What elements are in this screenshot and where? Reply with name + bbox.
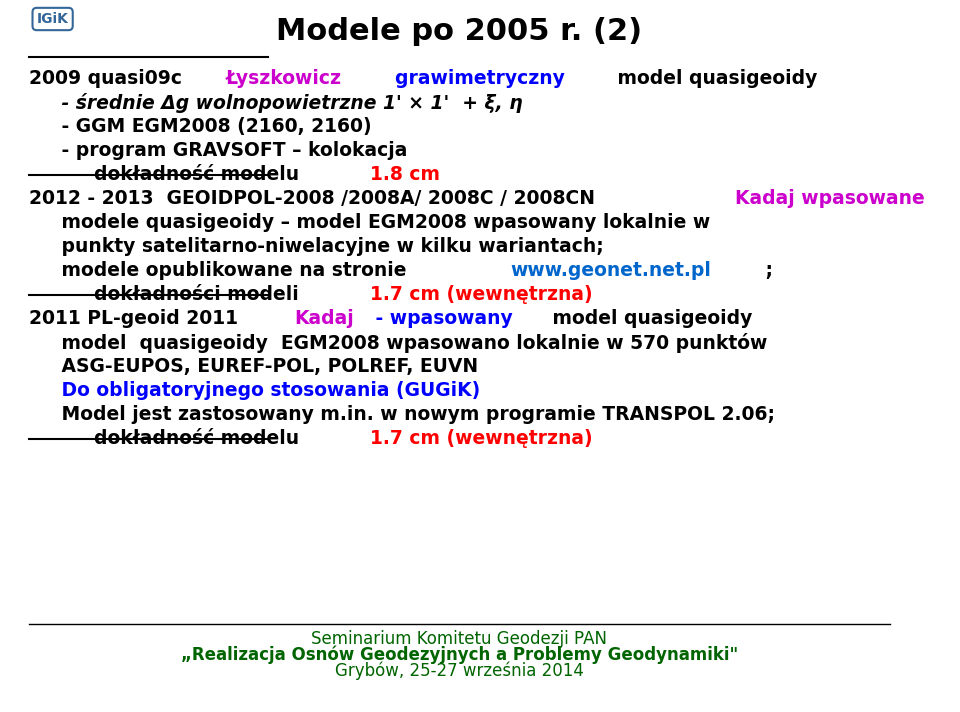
Text: Model jest zastosowany m.in. w nowym programie TRANSPOL 2.06;: Model jest zastosowany m.in. w nowym pro… [29, 405, 775, 424]
Text: ;: ; [758, 261, 773, 280]
Text: grawimetryczny: grawimetryczny [369, 69, 564, 88]
Text: Kadaj wpasowane: Kadaj wpasowane [735, 189, 925, 208]
Text: www.geonet.net.pl: www.geonet.net.pl [511, 261, 711, 280]
Text: 1.8 cm: 1.8 cm [371, 165, 441, 184]
Text: Kadaj: Kadaj [295, 309, 354, 328]
Text: dokładność modelu: dokładność modelu [29, 429, 305, 448]
Text: dokładność modelu: dokładność modelu [29, 165, 305, 184]
Text: - GGM EGM2008 (2160, 2160): - GGM EGM2008 (2160, 2160) [29, 117, 372, 136]
Text: „Realizacja Osnów Geodezyjnych a Problemy Geodynamiki": „Realizacja Osnów Geodezyjnych a Problem… [180, 646, 738, 664]
Text: dokładności modeli: dokładności modeli [29, 285, 305, 304]
Text: Łyszkowicz: Łyszkowicz [226, 69, 342, 88]
Text: - wpasowany: - wpasowany [369, 309, 513, 328]
Text: Do obligatoryjnego stosowania (GUGiK): Do obligatoryjnego stosowania (GUGiK) [29, 381, 480, 400]
Text: 2011 PL-geoid 2011: 2011 PL-geoid 2011 [29, 309, 244, 328]
Text: 2009 quasi09c: 2009 quasi09c [29, 69, 188, 88]
Text: Modele po 2005 r. (2): Modele po 2005 r. (2) [276, 17, 642, 46]
Text: 1.7 cm (wewnętrzna): 1.7 cm (wewnętrzna) [371, 429, 593, 448]
Text: Seminarium Komitetu Geodezji PAN: Seminarium Komitetu Geodezji PAN [311, 630, 608, 648]
Text: 1.7 cm (wewnętrzna): 1.7 cm (wewnętrzna) [370, 285, 592, 304]
Text: model quasigeoidy: model quasigeoidy [611, 69, 817, 88]
Text: punkty satelitarno-niwelacyjne w kilku wariantach;: punkty satelitarno-niwelacyjne w kilku w… [29, 237, 604, 256]
Text: - program GRAVSOFT – kolokacja: - program GRAVSOFT – kolokacja [29, 141, 407, 160]
Text: ASG-EUPOS, EUREF-POL, POLREF, EUVN: ASG-EUPOS, EUREF-POL, POLREF, EUVN [29, 357, 478, 376]
Text: Grybów, 25-27 września 2014: Grybów, 25-27 września 2014 [335, 662, 584, 681]
Text: model  quasigeoidy  EGM2008 wpasowano lokalnie w 570 punktów: model quasigeoidy EGM2008 wpasowano loka… [29, 333, 767, 353]
Text: 2012 - 2013  GEOIDPOL-2008 /2008A/ 2008C / 2008CN: 2012 - 2013 GEOIDPOL-2008 /2008A/ 2008C … [29, 189, 601, 208]
Text: IGiK: IGiK [36, 12, 68, 26]
Text: modele quasigeoidy – model EGM2008 wpasowany lokalnie w: modele quasigeoidy – model EGM2008 wpaso… [29, 213, 710, 232]
Text: - średnie Δg wolnopowietrzne 1' × 1'  + ξ, η: - średnie Δg wolnopowietrzne 1' × 1' + ξ… [29, 93, 522, 113]
Text: modele opublikowane na stronie: modele opublikowane na stronie [29, 261, 420, 280]
Text: model quasigeoidy: model quasigeoidy [546, 309, 753, 328]
